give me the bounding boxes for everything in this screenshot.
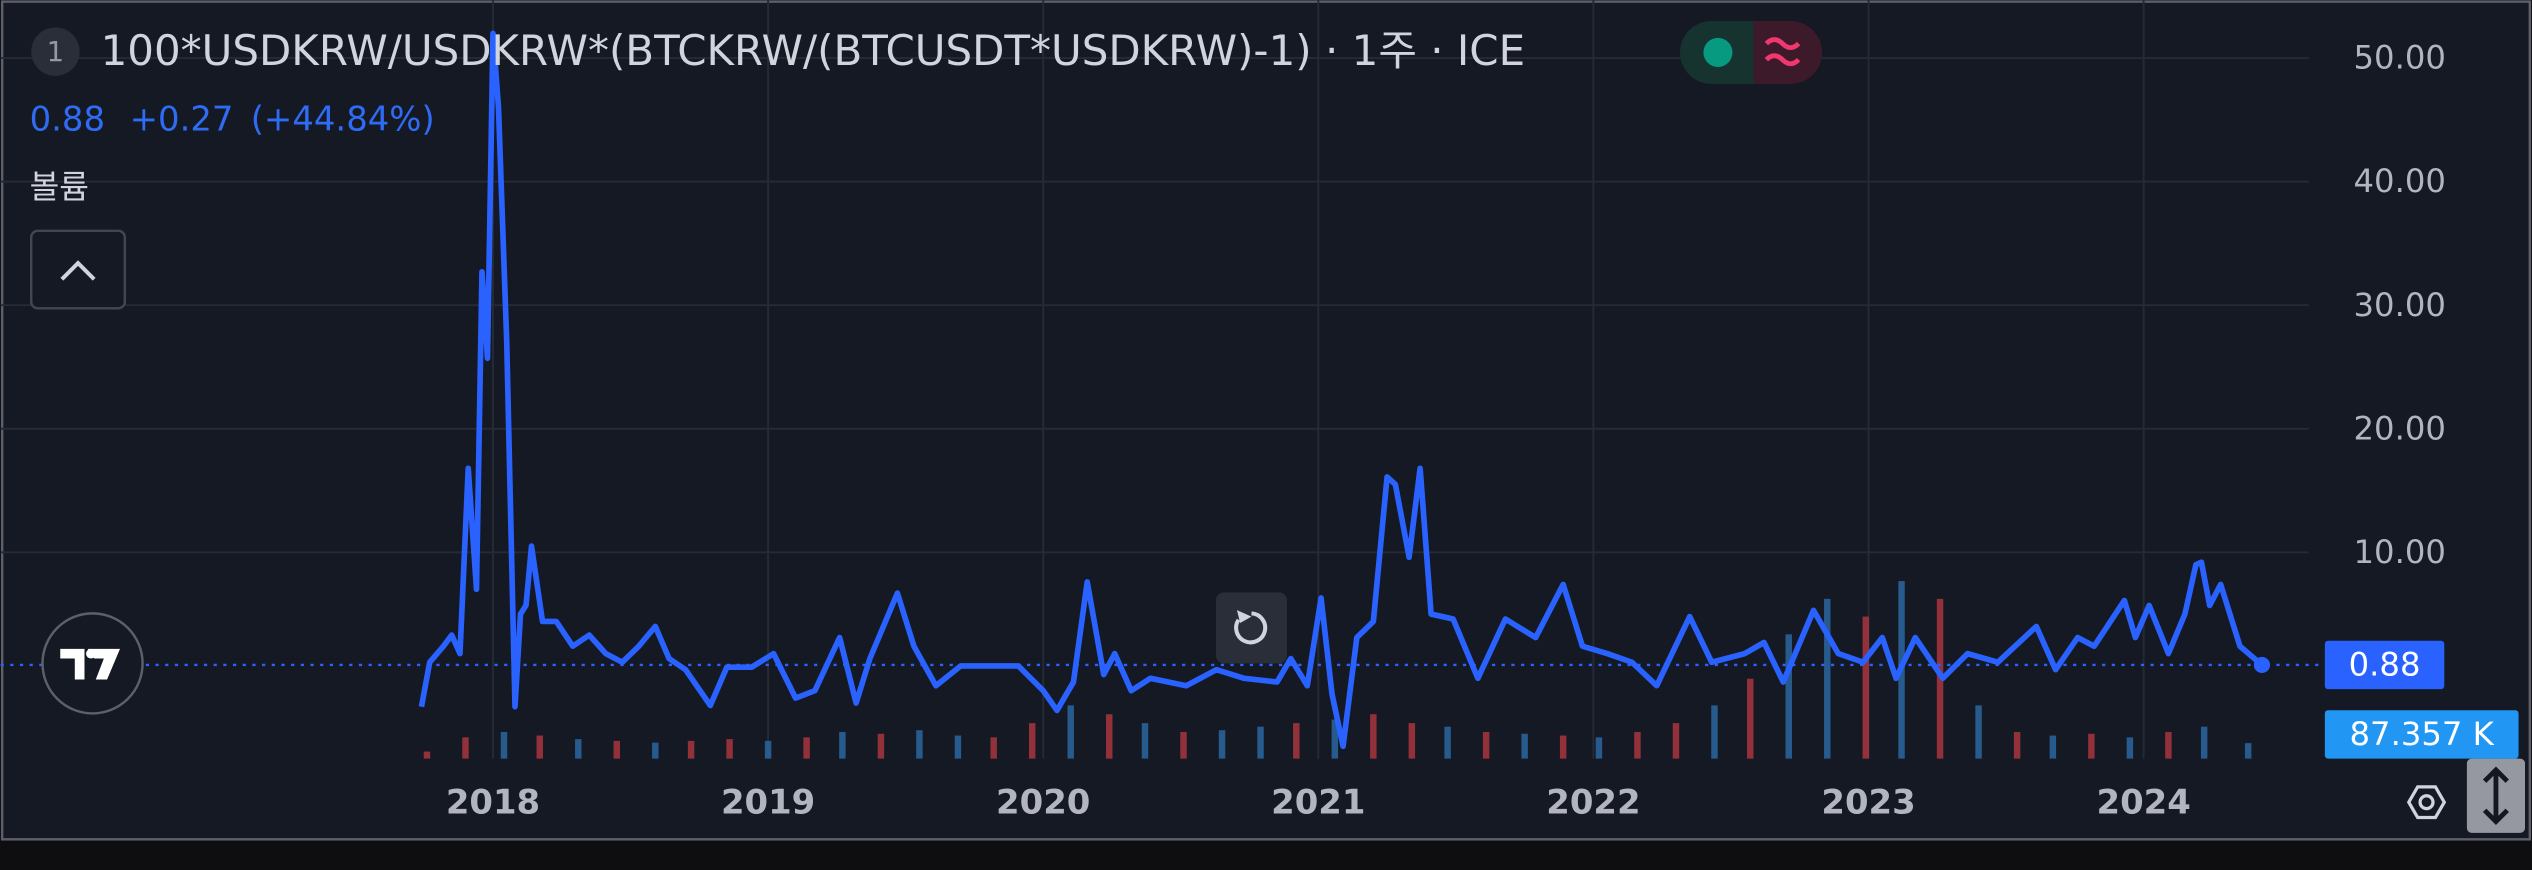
y-tick-label: 30.00 (2354, 286, 2446, 324)
volume-bar (990, 737, 997, 759)
volume-tag (2324, 710, 2519, 759)
volume-bar (462, 737, 469, 759)
volume-title: 볼륨 (30, 168, 89, 206)
y-tick-label: 50.00 (2354, 39, 2446, 77)
volume-bar (916, 730, 923, 759)
logo-dot (86, 648, 96, 659)
volume-bar (1975, 705, 1982, 759)
chart-title: 100*USDKRW/USDKRW*(BTCKRW/(BTCUSDT*USDKR… (101, 26, 1526, 75)
volume-bar (1331, 719, 1339, 759)
volume-bar (1747, 678, 1754, 759)
volume-bar (1785, 634, 1792, 759)
volume-bar (1711, 705, 1718, 759)
last-value-tag-label: 0.88 (2349, 646, 2421, 684)
volume-bar (1141, 723, 1149, 759)
reset-button[interactable] (1215, 592, 1287, 664)
volume-bar (1218, 730, 1226, 759)
collapse-frame (30, 229, 127, 310)
badge-label: 1 (47, 37, 64, 68)
plot (0, 30, 2325, 750)
tv-logo[interactable] (41, 612, 144, 715)
collapse-button[interactable] (30, 229, 127, 310)
last-value-tag (2324, 640, 2445, 690)
volume-bar (1862, 616, 1870, 759)
x-tick-label: 2023 (1821, 782, 1915, 821)
status-dot (1703, 37, 1733, 67)
approx-icon (1764, 37, 1801, 67)
y-tick-label: 40.00 (2354, 162, 2446, 200)
volume-bar (500, 731, 508, 759)
volume-bar (423, 751, 431, 759)
logo-mark (60, 648, 120, 680)
volume-bar (1370, 714, 1377, 759)
volume-bar (2013, 731, 2021, 759)
chevron (60, 260, 96, 281)
volume-bar (575, 739, 582, 759)
x-tick-label: 2020 (996, 782, 1090, 821)
volume-bar (1408, 723, 1416, 759)
logo-ring (41, 612, 144, 715)
volume-bar (1106, 714, 1113, 759)
volume-bar (1482, 731, 1490, 759)
volume-bar (764, 740, 772, 759)
volume-bar (687, 740, 695, 759)
x-tick-label: 2019 (721, 782, 815, 821)
volume-bar (1595, 737, 1603, 759)
volume-bar (1824, 598, 1831, 759)
volume-bar (877, 733, 885, 759)
settings-icon[interactable] (2406, 785, 2447, 820)
change-pct: (+44.84%) (251, 100, 435, 139)
volume-bar (1444, 726, 1451, 759)
reset-frame (1215, 592, 1287, 664)
last-value: 0.88 (30, 100, 105, 139)
volume-bar (2088, 733, 2095, 759)
reset-arrow (1236, 610, 1252, 624)
scale-button[interactable] (2466, 758, 2525, 833)
volume-bar (2244, 743, 2252, 759)
volume-bar (803, 737, 810, 759)
volume-bar (1559, 735, 1567, 759)
last-point (2253, 656, 2271, 674)
volume-bar (1521, 733, 1528, 759)
x-tick-label: 2021 (1271, 782, 1365, 821)
scale-arrows (2482, 766, 2509, 826)
volume-bar (954, 735, 962, 759)
change: +0.27 (130, 100, 234, 139)
x-tick-label: 2024 (2097, 782, 2191, 821)
x-tick-label: 2018 (446, 782, 540, 821)
volume-bar (2126, 737, 2134, 759)
volume-bar (1180, 731, 1187, 759)
volume-bar (2049, 735, 2057, 759)
volume-bar (613, 740, 621, 759)
volume-bar (1067, 705, 1074, 759)
badge (31, 27, 80, 76)
y-tick-label: 10.00 (2354, 533, 2446, 571)
pill-right (1753, 20, 1823, 84)
volume-bar (726, 739, 733, 759)
volume-bar (1257, 726, 1264, 759)
reset-arc (1234, 611, 1268, 645)
volume-bar (1634, 731, 1641, 759)
volume-bar (652, 742, 659, 759)
volume-bar (1028, 723, 1036, 759)
y-tick-label: 20.00 (2354, 409, 2446, 447)
x-tick-label: 2022 (1546, 782, 1640, 821)
volume-bar (2165, 731, 2172, 759)
price-line (418, 30, 2264, 750)
status-pill[interactable] (1680, 20, 1823, 84)
volume-bar (1672, 723, 1680, 759)
volume-bar (839, 731, 846, 759)
volume-bar (1293, 723, 1300, 759)
volume-bar (2200, 726, 2208, 759)
volume-tag-label: 87.357 K (2350, 715, 2495, 753)
settings-icon-center (2418, 794, 2435, 811)
volume-bar (536, 735, 543, 759)
